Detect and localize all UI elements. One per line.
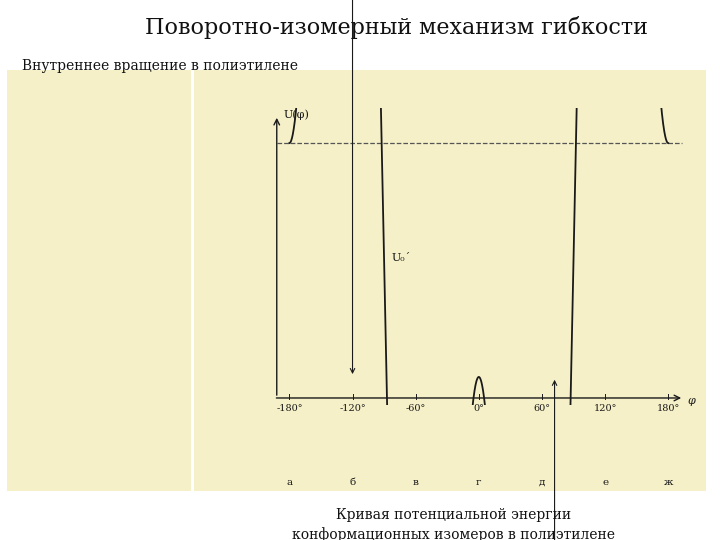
Text: φ: φ [687,396,695,407]
Text: Внутреннее вращение в полиэтилене: Внутреннее вращение в полиэтилене [22,59,297,73]
Text: 180°: 180° [657,404,680,413]
Text: б: б [349,478,356,487]
Text: -60°: -60° [405,404,426,413]
Text: 0°: 0° [473,404,485,413]
Text: д: д [539,478,545,487]
Text: -180°: -180° [276,404,302,413]
Text: г: г [476,478,482,487]
Text: Поворотно-изомерный механизм гибкости: Поворотно-изомерный механизм гибкости [145,16,647,39]
Text: е: е [602,478,608,487]
Text: в: в [413,478,418,487]
Text: 60°: 60° [534,404,550,413]
Text: ж: ж [664,478,673,487]
Text: а: а [287,478,292,487]
Text: U₀´: U₀´ [391,253,410,262]
Text: U(φ): U(φ) [283,109,309,120]
Text: 120°: 120° [593,404,617,413]
Text: Кривая потенциальной энергии
конформационных изомеров в полиэтилене: Кривая потенциальной энергии конформацио… [292,508,615,540]
Text: -120°: -120° [339,404,366,413]
